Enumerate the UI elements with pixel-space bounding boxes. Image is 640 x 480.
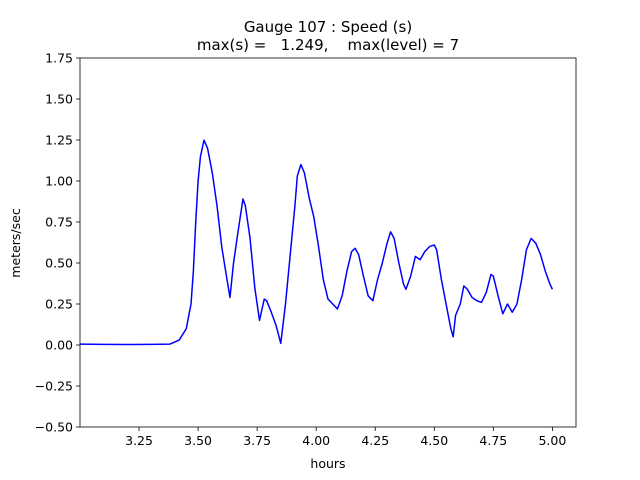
data-line — [79, 139, 554, 346]
chart-title: Gauge 107 : Speed (s) — [244, 18, 412, 36]
y-tick-label: 0.75 — [45, 215, 73, 230]
x-axis-label: hours — [310, 456, 345, 471]
x-tick-label: 3.50 — [184, 433, 212, 448]
y-tick-label: −0.25 — [35, 379, 73, 394]
y-tick-label: 1.50 — [45, 92, 73, 107]
y-tick-label: −0.50 — [35, 420, 73, 435]
x-tick-label: 3.25 — [125, 433, 153, 448]
x-tick-label: 4.00 — [302, 433, 330, 448]
x-tick-label: 5.00 — [538, 433, 566, 448]
x-tick-label: 4.25 — [361, 433, 389, 448]
chart-subtitle: max(s) = 1.249, max(level) = 7 — [197, 36, 459, 54]
y-axis-label: meters/sec — [8, 208, 23, 278]
y-tick-label: 0.25 — [45, 297, 73, 312]
x-tick-label: 3.75 — [243, 433, 271, 448]
y-tick-label: 0.50 — [45, 256, 73, 271]
x-tick-label: 4.50 — [420, 433, 448, 448]
x-tick-label: 4.75 — [479, 433, 507, 448]
axes-frame — [79, 57, 577, 428]
y-tick-label: 1.25 — [45, 133, 73, 148]
y-tick-label: 1.00 — [45, 174, 73, 189]
y-tick-label: 1.75 — [45, 51, 73, 66]
y-tick-label: 0.00 — [45, 338, 73, 353]
